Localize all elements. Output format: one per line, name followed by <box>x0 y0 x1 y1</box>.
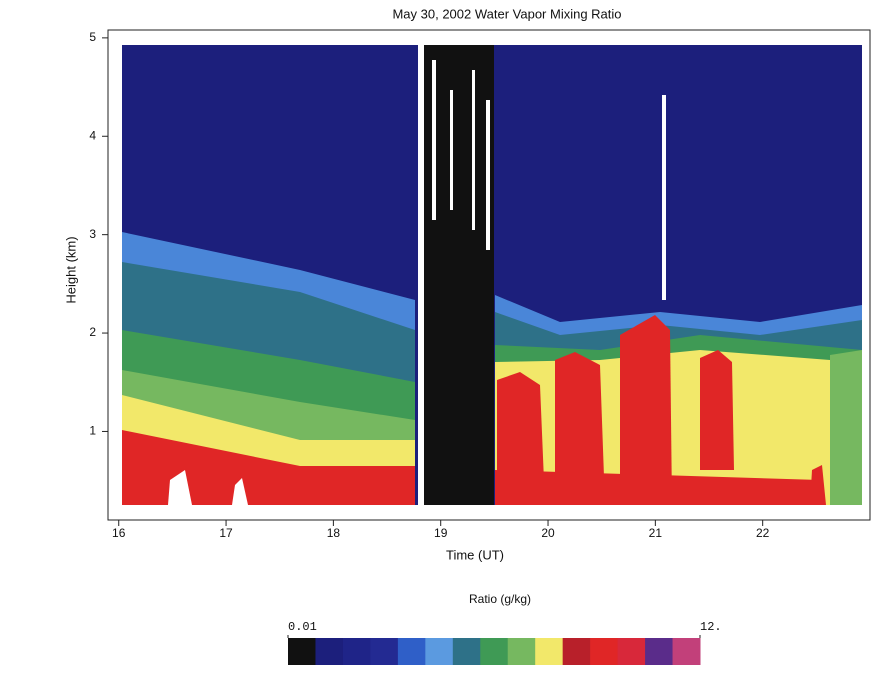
colorbar-swatch <box>288 638 316 665</box>
colorbar-swatch <box>672 638 701 665</box>
colorbar-swatch <box>645 638 674 665</box>
y-tick-label: 3 <box>89 227 96 241</box>
y-tick-label: 1 <box>89 424 96 438</box>
colorbar-swatch <box>480 638 509 665</box>
y-tick-label: 2 <box>89 325 96 339</box>
colorbar-swatch <box>397 638 426 665</box>
colorbar-swatch <box>562 638 591 665</box>
colorbar-swatch <box>342 638 371 665</box>
y-tick-label: 5 <box>89 30 96 44</box>
colorbar-swatch <box>452 638 481 665</box>
x-tick-label: 22 <box>756 526 770 540</box>
x-tick-label: 21 <box>649 526 663 540</box>
y-tick-label: 4 <box>89 128 96 142</box>
x-axis-label: Time (UT) <box>446 547 504 562</box>
x-tick-label: 19 <box>434 526 448 540</box>
colorbar-tick-label: 0.01 <box>288 620 317 634</box>
x-tick-label: 16 <box>112 526 126 540</box>
colorbar-swatch <box>315 638 344 665</box>
plot-frame <box>107 29 871 521</box>
x-tick-label: 18 <box>327 526 341 540</box>
colorbar-swatch <box>425 638 454 665</box>
colorbar-swatch <box>507 638 536 665</box>
colorbar-tick-label: 12. <box>700 620 722 634</box>
x-tick-label: 17 <box>219 526 233 540</box>
y-axis-label: Height (km) <box>63 236 78 303</box>
x-tick-label: 20 <box>541 526 555 540</box>
chart-title: May 30, 2002 Water Vapor Mixing Ratio <box>392 6 621 21</box>
colorbar-swatch <box>590 638 619 665</box>
colorbar-swatch <box>535 638 564 665</box>
heatmap-field <box>122 45 862 505</box>
colorbar-label: Ratio (g/kg) <box>469 592 531 606</box>
colorbar-swatch <box>370 638 399 665</box>
colorbar-swatch <box>617 638 646 665</box>
